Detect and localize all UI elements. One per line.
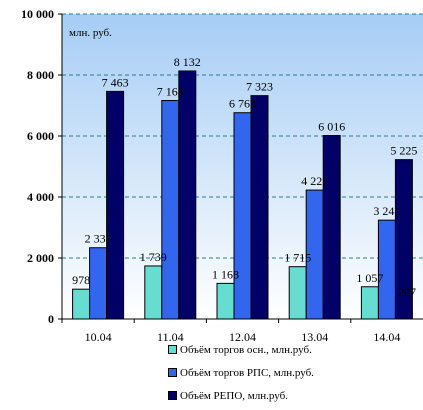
legend-item-series-3: Объём РЕПО, млн.руб. (168, 384, 314, 407)
bar-series-3 (250, 95, 269, 320)
bar-series-1 (144, 265, 163, 320)
bar-series-2 (161, 100, 180, 320)
data-label-series-3: 8 132 (174, 55, 201, 69)
data-label-series-2: 2 337 (85, 232, 112, 246)
data-label-series-2: 3 241 (373, 204, 400, 218)
legend-item-series-1: Объём торгов осн., млн.руб. (168, 338, 314, 361)
bar-series-1 (72, 288, 91, 320)
bar-series-3 (178, 70, 197, 320)
legend-label-series-2: Объём торгов РПС, млн.руб. (180, 366, 314, 379)
bar-series-1 (216, 282, 235, 320)
data-label-series-1: 1 715 (284, 251, 311, 265)
bar-series-1 (360, 286, 379, 320)
bar-series-2 (377, 219, 396, 320)
data-label-series-3: 7 323 (246, 80, 273, 94)
y-tick-label: 8 000 (27, 68, 54, 82)
data-label-series-1: 1 739 (140, 250, 167, 264)
data-label-series-1: 1 168 (212, 267, 239, 281)
legend-label-series-1: Объём торгов осн., млн.руб. (180, 343, 312, 356)
y-tick-label: 0 (48, 312, 54, 326)
x-tick-label: 13.04 (301, 330, 328, 344)
x-tick-label: 14.04 (373, 330, 400, 344)
data-label-series-2: 7 163 (157, 85, 184, 99)
y-tick-label: 10 000 (21, 7, 54, 21)
legend-swatch-series-2 (168, 368, 177, 377)
bar-series-1 (288, 266, 307, 320)
data-label-series-1: 1 057 (356, 271, 383, 285)
legend-swatch-series-3 (168, 391, 177, 400)
x-tick-label: 10.04 (85, 330, 112, 344)
legend: Объём торгов осн., млн.руб. Объём торгов… (168, 338, 314, 407)
unit-label: млн. руб. (69, 27, 112, 39)
y-tick-label: 4 000 (27, 190, 54, 204)
x-tick-label: 11.04 (157, 330, 184, 344)
bar-series-2 (89, 247, 108, 320)
bar-series-3 (322, 135, 341, 320)
legend-label-series-3: Объём РЕПО, млн.руб. (180, 389, 288, 402)
legend-swatch-series-1 (168, 345, 177, 354)
data-label-series-2: 4 227 (301, 174, 328, 188)
bar-series-2 (233, 112, 252, 320)
data-label-series-3: 6 016 (318, 120, 345, 134)
overflow-annotation: 207 (398, 285, 416, 299)
data-label-series-1: 978 (72, 273, 90, 287)
bar-series-3 (106, 90, 125, 320)
legend-item-series-2: Объём торгов РПС, млн.руб. (168, 361, 314, 384)
x-tick-label: 12.04 (229, 330, 256, 344)
y-tick-label: 6 000 (27, 129, 54, 143)
data-label-series-3: 5 225 (390, 144, 417, 158)
y-tick-label: 2 000 (27, 251, 54, 265)
data-label-series-3: 7 463 (102, 75, 129, 89)
data-label-series-2: 6 763 (229, 97, 256, 111)
